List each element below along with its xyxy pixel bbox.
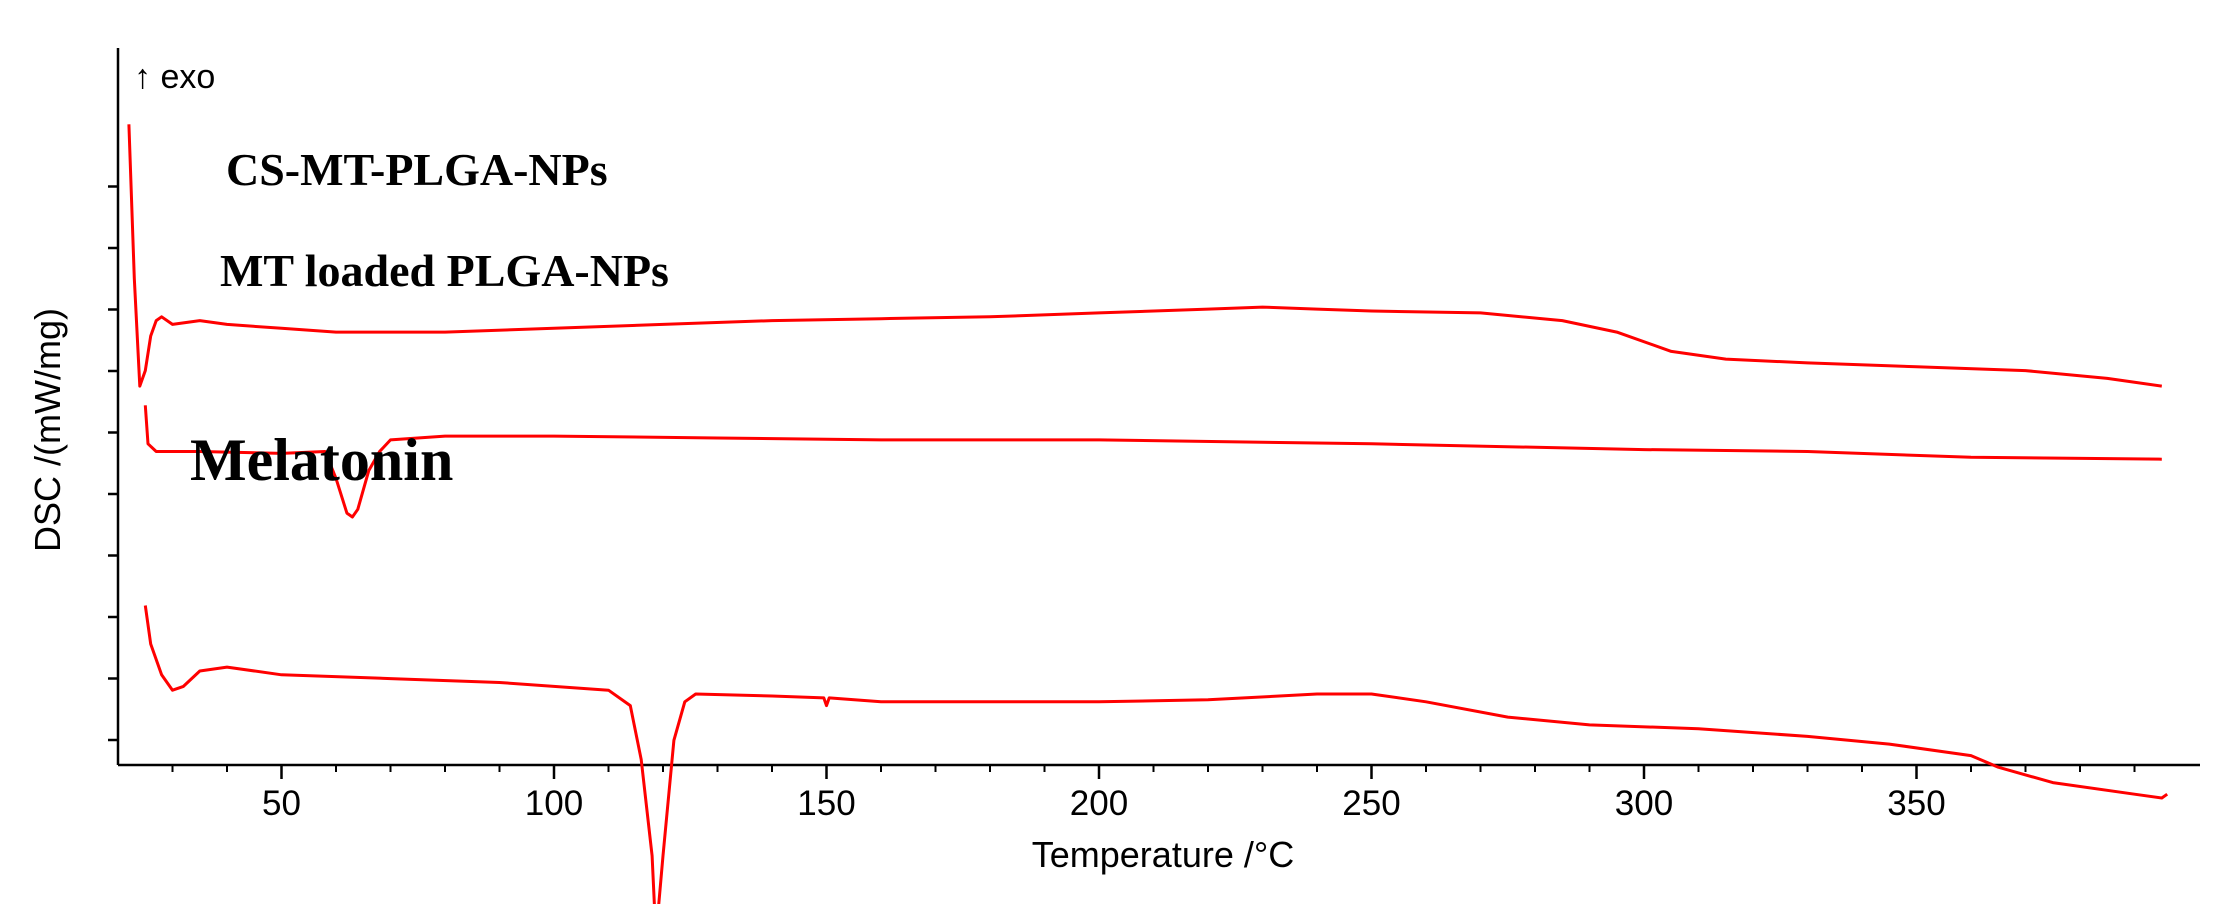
x-tick-label-200: 200 — [1070, 784, 1128, 823]
x-tick-label-350: 350 — [1887, 784, 1945, 823]
x-tick-label-50: 50 — [262, 784, 301, 823]
series-label-1: MT loaded PLGA-NPs — [220, 245, 669, 296]
x-tick-label-150: 150 — [797, 784, 855, 823]
series-layer — [127, 124, 2169, 904]
series-label-2: Melatonin — [190, 427, 453, 493]
series-line-1 — [143, 405, 2162, 519]
y-axis-title: DSC /(mW/mg) — [27, 308, 68, 552]
labels-layer: ↑ exo Temperature /°C DSC /(mW/mg) CS-MT… — [27, 58, 1294, 875]
axes: 50 100 150 200 250 300 350 — [108, 48, 2200, 823]
x-tick-label-300: 300 — [1615, 784, 1673, 823]
series-line-2 — [143, 605, 2169, 904]
x-tick-label-100: 100 — [525, 784, 583, 823]
series-line-0 — [127, 124, 2163, 388]
exo-annotation: ↑ exo — [134, 58, 215, 96]
x-axis-title: Temperature /°C — [1032, 834, 1295, 875]
series-label-0: CS-MT-PLGA-NPs — [226, 144, 608, 195]
x-tick-label-250: 250 — [1342, 784, 1400, 823]
